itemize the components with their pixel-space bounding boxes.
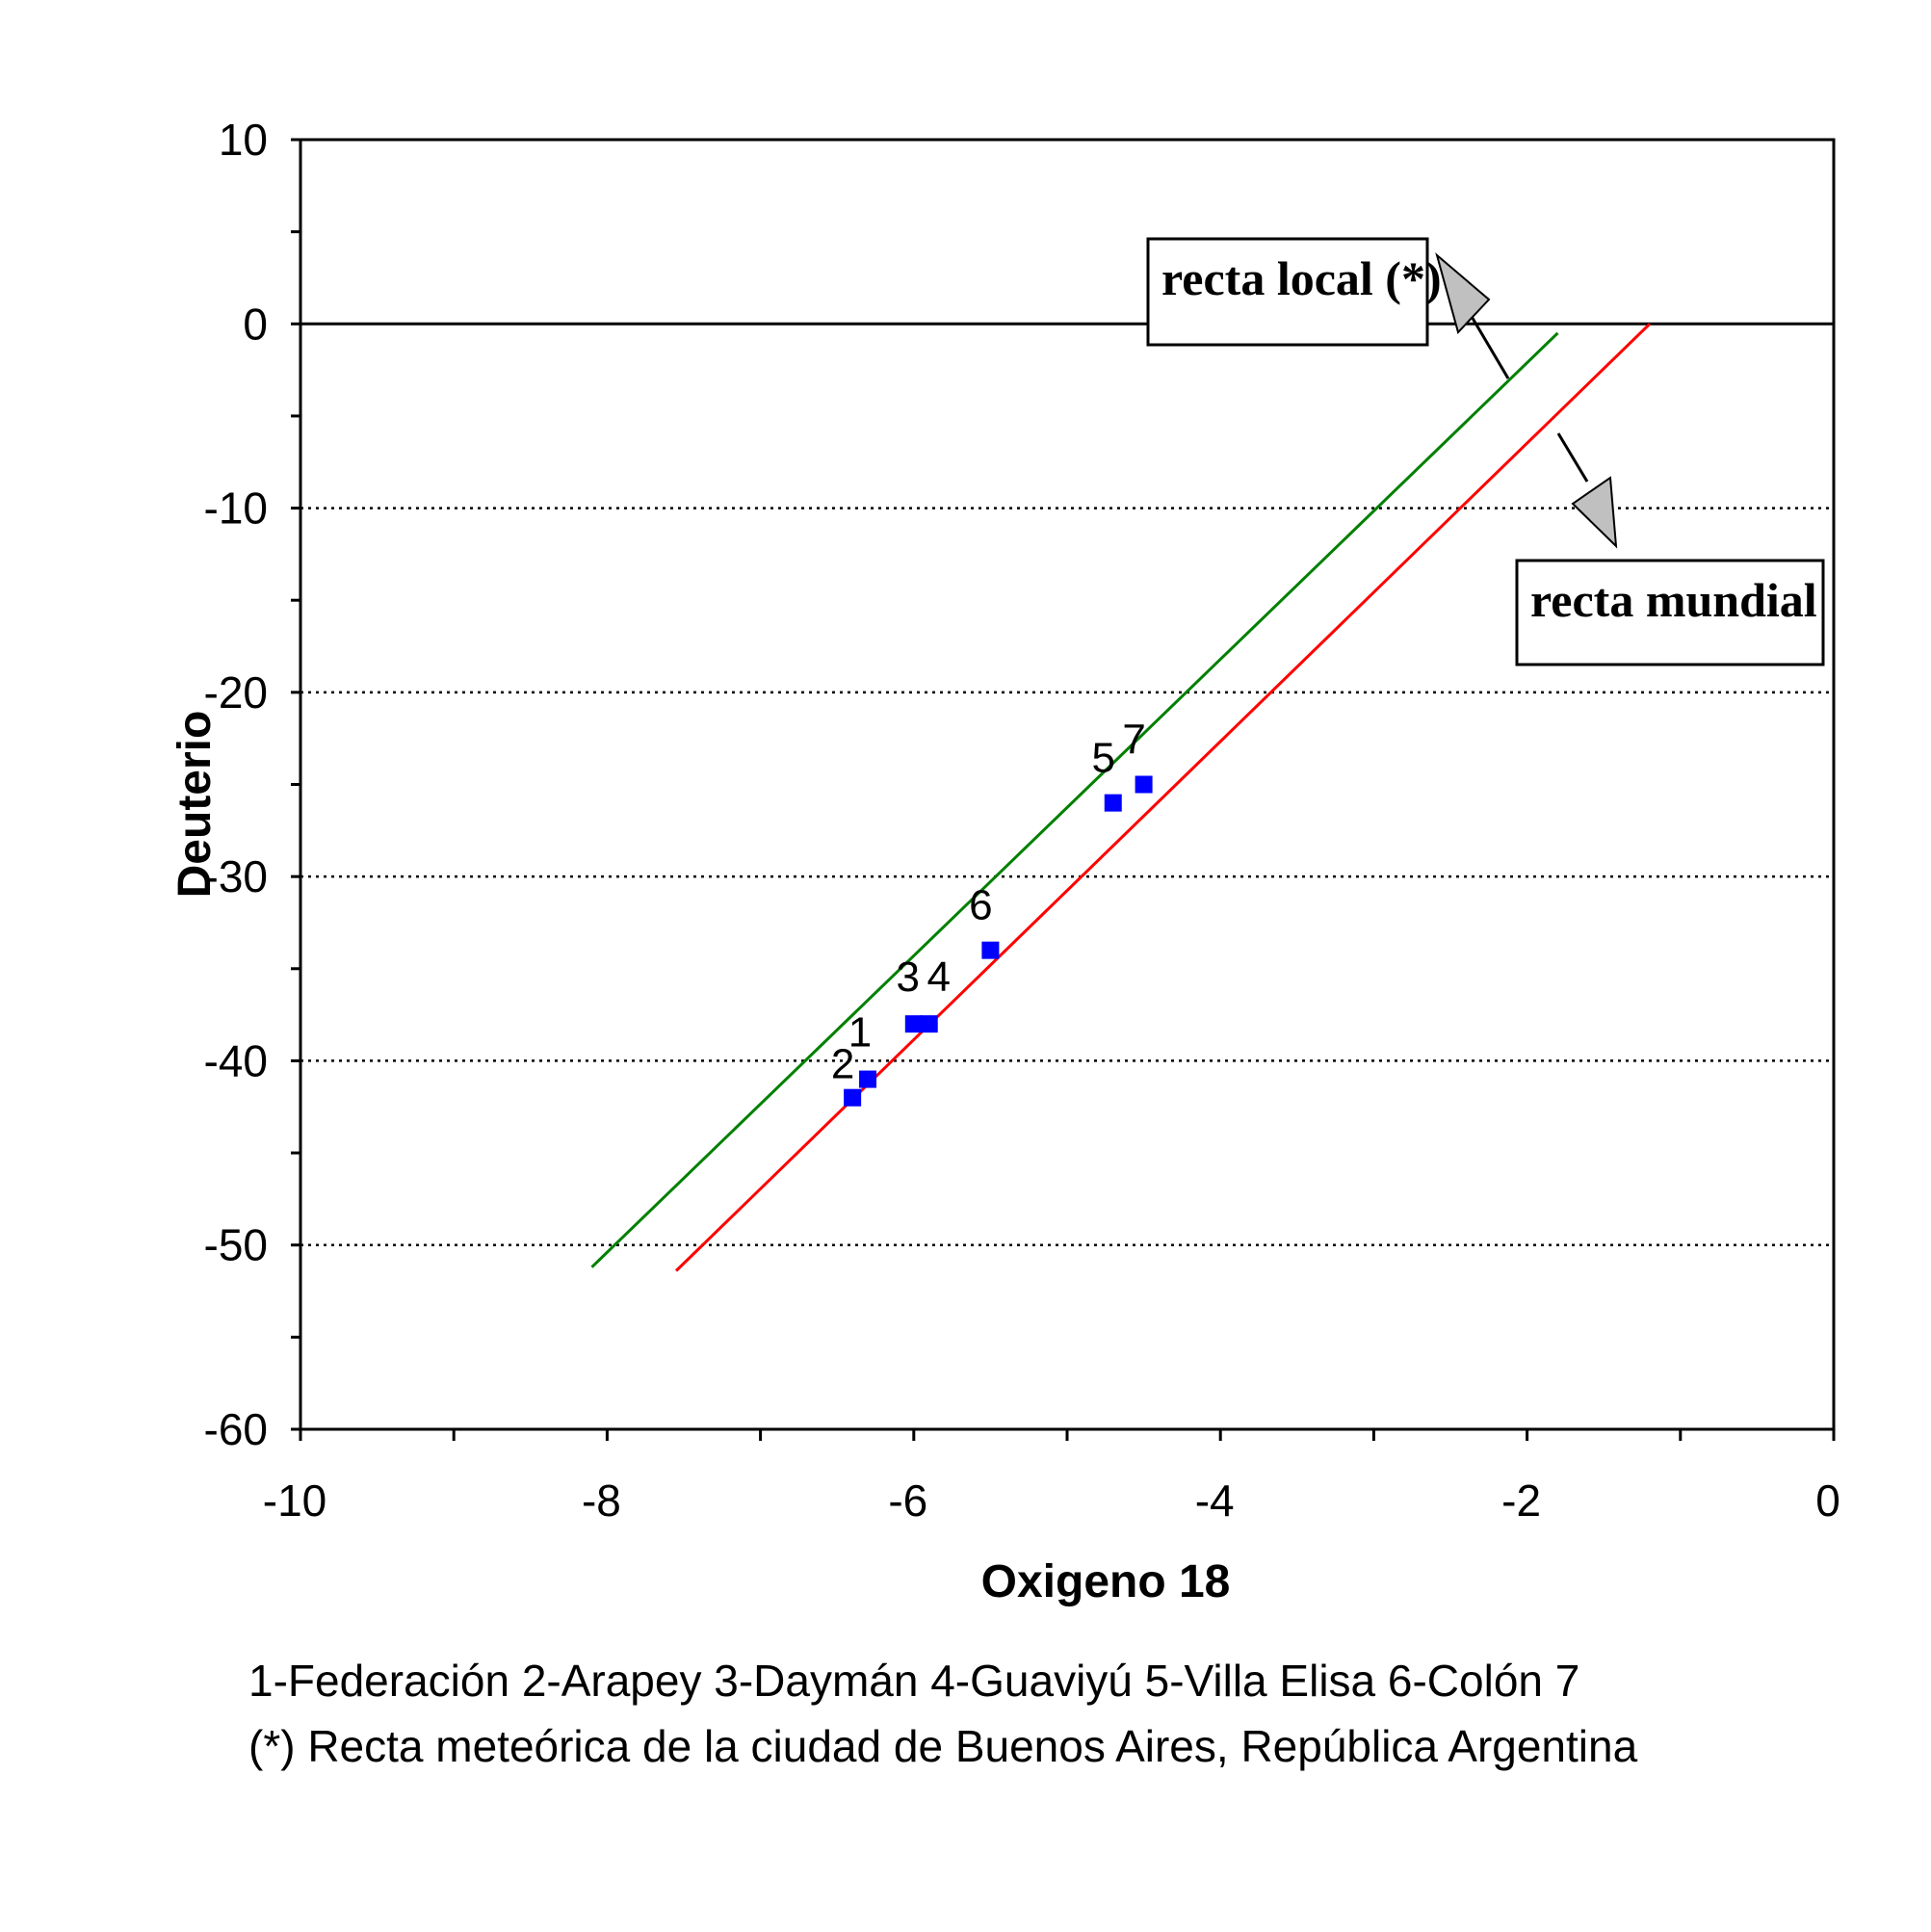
x-tick-label: -4 [1195,1475,1235,1526]
annotation-local: recta local (*) [1146,237,1510,379]
annotation-local-box [1146,237,1429,347]
y-tick-label: -60 [204,1404,268,1454]
station-legend: 1-Federación 2-Arapey 3-Daymán 4-Guaviyú… [248,1656,1580,1706]
y-axis-title: Deuterio [170,711,221,899]
annotation-mundial: recta mundial [1515,432,1825,666]
data-point-3 [904,1015,923,1033]
data-points: 123 4 5 6 7 [831,717,1153,1107]
x-tick-label: -6 [888,1475,927,1526]
y-tick-label: 0 [243,299,268,349]
data-point-label-3: 3 [897,953,920,1001]
annotation-mundial-arrowhead-icon [1571,476,1618,549]
y-tick-label: 10 [219,115,268,165]
data-point-7 [1135,775,1153,794]
data-point-label-1: 1 [848,1009,872,1057]
x-tick-label: 0 [1815,1475,1840,1526]
x-tick-label: -8 [582,1475,621,1526]
annotation-local-text: recta local (*) [1161,251,1442,305]
plot-area-border [299,138,1836,1431]
y-axis-ticks: 10 0 -10 -20 -30 -40 -50 -60 [204,115,300,1454]
y-tick-label: -40 [204,1035,268,1085]
annotation-mundial-arrow-shaft [1556,432,1589,483]
y-tick-label: -10 [204,483,268,534]
regression-lines [590,323,1652,1272]
data-point-label-5: 5 [1092,735,1115,782]
data-point-label-2: 2 [831,1041,854,1088]
data-point-label-7: 7 [1122,717,1145,764]
annotation-mundial-text: recta mundial [1530,573,1817,627]
data-point-label-4: 4 [926,953,950,1001]
data-point-2 [844,1088,862,1107]
annotation-mundial-box [1515,559,1825,666]
y-tick-label: -30 [204,851,268,901]
gridlines [300,507,1834,1246]
data-point-6 [981,941,1000,959]
data-point-label-6: 6 [969,882,992,929]
data-point-5 [1104,794,1122,812]
recta-local-line [590,331,1559,1268]
y-tick-label: -20 [204,667,268,718]
recta-mundial-line [674,323,1652,1272]
data-point-4 [920,1015,938,1033]
x-axis-title: Oxigeno 18 [981,1556,1231,1607]
data-point-1 [859,1070,877,1088]
plot-frame [299,138,1836,1431]
annotation-local-arrowhead-icon [1435,252,1491,334]
x-tick-label: -10 [263,1475,326,1526]
annotation-local-arrow-shaft [1469,314,1510,379]
footnote-recta-local: (*) Recta meteórica de la ciudad de Buen… [248,1721,1638,1771]
x-tick-label: -2 [1501,1475,1541,1526]
x-axis-ticks: -10 -8 -6 -4 -2 0 [263,1429,1840,1526]
y-tick-label: -50 [204,1220,268,1270]
